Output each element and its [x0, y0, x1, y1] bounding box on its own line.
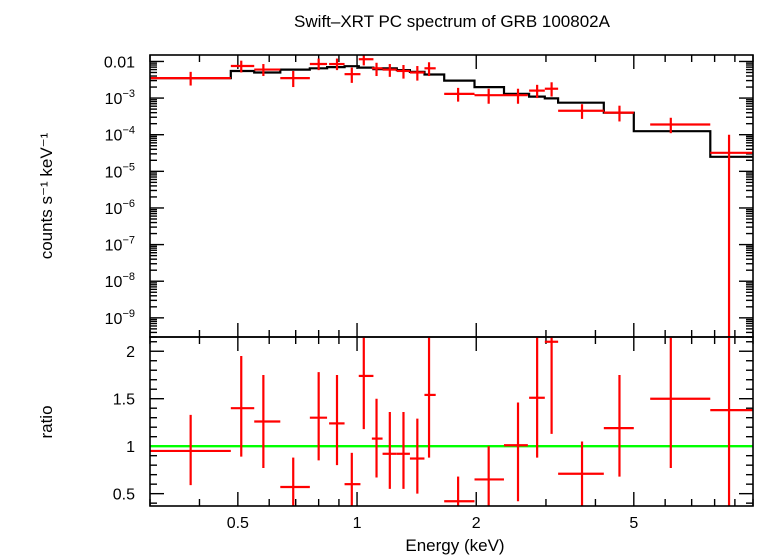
data-point [344, 452, 361, 506]
data-point [230, 60, 255, 73]
chart-title: Swift–XRT PC spectrum of GRB 100802A [294, 12, 611, 31]
data-point [329, 374, 345, 466]
x-tick-label: 1 [353, 515, 362, 532]
data-point [382, 64, 397, 77]
data-point [544, 82, 559, 97]
data-point [358, 337, 374, 430]
x-tick-label: 5 [629, 515, 638, 532]
data-point [529, 84, 545, 99]
y-tick-label: 10−6 [105, 198, 135, 218]
data-point [558, 104, 604, 119]
data-point [474, 88, 504, 104]
data-point [424, 62, 436, 77]
y-axis-label-ratio: ratio [37, 405, 56, 438]
y-tick-label: 10−8 [105, 271, 135, 291]
ratio-panel-frame [149, 336, 754, 507]
data-point [150, 71, 231, 86]
data-point [358, 55, 374, 66]
y-tick-labels-ratio: 0.5 1 1.5 2 [113, 344, 135, 503]
data-point [280, 457, 310, 506]
data-point [150, 414, 231, 486]
data-point [396, 64, 410, 79]
y-tick-label: 1 [126, 439, 135, 456]
x-tick-label: 2 [472, 515, 481, 532]
data-point [329, 58, 345, 71]
data-point [529, 337, 545, 458]
data-point [280, 70, 310, 88]
data-point [309, 58, 328, 71]
data-point [474, 446, 504, 506]
y-tick-label: 10−3 [105, 88, 135, 108]
data-point [444, 87, 475, 102]
data-point [344, 67, 361, 83]
data-point [650, 117, 711, 134]
data-point [710, 337, 753, 506]
x-tick-labels: 0.5 1 2 5 [227, 515, 639, 532]
data-point [444, 476, 475, 506]
y-tick-label: 10−4 [105, 125, 135, 145]
data-points-ratio [150, 337, 753, 506]
data-point [254, 64, 281, 77]
data-point [544, 337, 559, 434]
data-point [409, 418, 425, 494]
x-axis-label: Energy (keV) [405, 536, 504, 555]
y-tick-label: 0.01 [104, 54, 135, 71]
data-point [371, 398, 383, 478]
data-point [396, 412, 410, 489]
data-point [710, 134, 753, 337]
data-point [409, 66, 425, 81]
data-point [503, 88, 528, 104]
x-tick-label: 0.5 [227, 515, 249, 532]
y-tick-label: 10−7 [105, 235, 135, 255]
y-axis-label-spectrum: counts s⁻¹ keV⁻¹ [37, 132, 56, 259]
data-point [309, 372, 328, 461]
ratio-panel: 0.5 1 1.5 2 0.5 1 2 5 ratio Energy (keV) [37, 336, 754, 555]
data-point [603, 374, 634, 477]
data-point [503, 402, 528, 502]
y-tick-label: 10−9 [105, 308, 135, 328]
spectrum-panel-ticks [149, 55, 754, 338]
data-points-spectrum [150, 55, 753, 337]
data-point [558, 441, 604, 506]
data-point [650, 337, 711, 469]
data-point [424, 337, 436, 458]
y-tick-label: 0.5 [113, 487, 135, 504]
data-point [382, 412, 397, 489]
y-tick-labels-spectrum: 0.01 10−3 10−4 10−5 10−6 10−7 10−8 10−9 [104, 54, 135, 327]
data-point [603, 105, 634, 122]
spectrum-panel: 0.01 10−3 10−4 10−5 10−6 10−7 10−8 10−9 counts … [37, 54, 754, 338]
data-point [230, 355, 255, 457]
y-tick-label: 2 [126, 344, 135, 361]
data-point [254, 374, 281, 469]
y-tick-label: 1.5 [113, 392, 135, 409]
data-point [371, 62, 383, 77]
y-tick-label: 10−5 [105, 161, 135, 181]
